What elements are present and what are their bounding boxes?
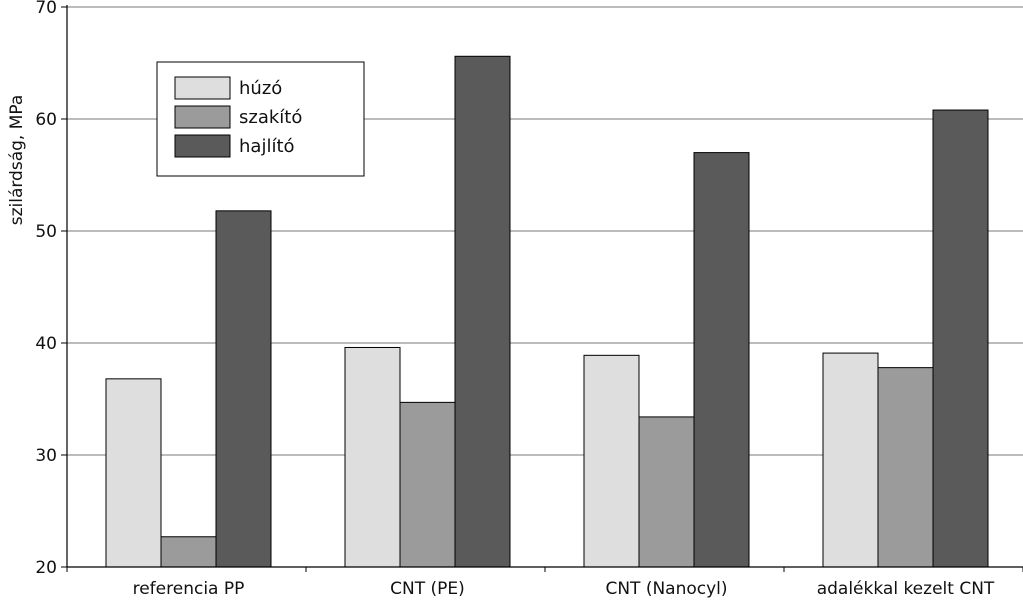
bar-3-1: [583, 354, 640, 568]
bar-4-1: [822, 352, 879, 568]
bar-2-3: [454, 55, 511, 568]
x-category-label: adalékkal kezelt CNT: [817, 579, 995, 599]
y-tick-label: 20: [35, 558, 57, 578]
x-category-labels: referencia PP CNT (PE) CNT (Nanocyl) adalék…: [133, 579, 995, 599]
bar-4-2: [877, 367, 934, 568]
bar-1-3: [215, 210, 272, 568]
legend-swatch: [174, 134, 231, 158]
y-axis-title: szilárdság, MPa: [7, 95, 27, 226]
bar-4-3: [932, 109, 989, 568]
bar-3-2: [638, 416, 695, 568]
x-category-label: CNT (Nanocyl): [605, 579, 727, 599]
legend-swatch: [174, 76, 231, 100]
legend-label: hajlító: [239, 136, 295, 157]
bar-1-1: [105, 378, 162, 568]
y-tick-label: 50: [35, 222, 57, 242]
y-tick-label: 70: [35, 0, 57, 18]
x-category-label: CNT (PE): [390, 579, 465, 599]
legend-label: szakító: [239, 107, 302, 128]
bar-2-2: [399, 401, 456, 568]
y-tick-label: 60: [35, 110, 57, 130]
y-tick-label: 40: [35, 334, 57, 354]
y-tick-labels: 20 30 40 50 60 70: [35, 0, 67, 578]
bar-2-1: [344, 346, 401, 568]
legend: húzó szakító hajlító: [156, 61, 365, 177]
bar-1-2: [160, 536, 217, 568]
x-category-label: referencia PP: [133, 579, 245, 599]
bars: [105, 55, 989, 568]
y-tick-label: 30: [35, 446, 57, 466]
axes: [66, 5, 1023, 572]
legend-label: húzó: [239, 78, 282, 99]
legend-swatch: [174, 105, 231, 129]
bar-3-3: [693, 152, 750, 568]
